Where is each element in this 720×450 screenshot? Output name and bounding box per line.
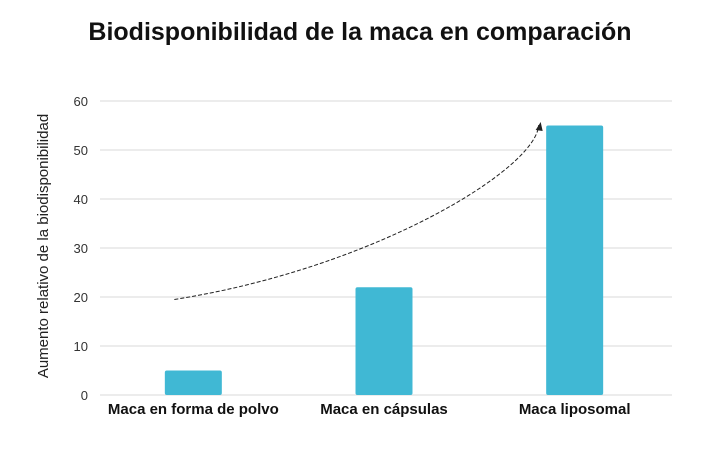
chart-title: Biodisponibilidad de la maca en comparac… bbox=[88, 18, 632, 46]
x-axis-categories: Maca en forma de polvo Maca en cápsulas Ma… bbox=[108, 401, 631, 418]
y-tick-label: 10 bbox=[74, 339, 88, 354]
y-tick-label: 0 bbox=[81, 388, 88, 403]
bars bbox=[164, 125, 604, 395]
trend-arrow bbox=[174, 122, 543, 300]
x-category-label: Maca en forma de polvo bbox=[108, 401, 279, 418]
bar bbox=[355, 287, 413, 395]
bar bbox=[164, 370, 222, 395]
trend-arrow-line bbox=[174, 125, 540, 300]
x-category-label: Maca en cápsulas bbox=[320, 401, 448, 418]
y-tick-label: 50 bbox=[74, 143, 88, 158]
x-category-label: Maca liposomal bbox=[519, 401, 631, 418]
arrow-head bbox=[535, 122, 543, 132]
y-axis-label: Aumento relativo de la biodisponibilidad bbox=[35, 114, 52, 378]
y-tick-label: 60 bbox=[74, 94, 88, 109]
y-tick-label: 30 bbox=[74, 241, 88, 256]
y-tick-label: 20 bbox=[74, 290, 88, 305]
y-axis-ticks: 0 10 20 30 40 50 60 bbox=[74, 94, 88, 403]
y-tick-label: 40 bbox=[74, 192, 88, 207]
bar bbox=[546, 125, 604, 395]
